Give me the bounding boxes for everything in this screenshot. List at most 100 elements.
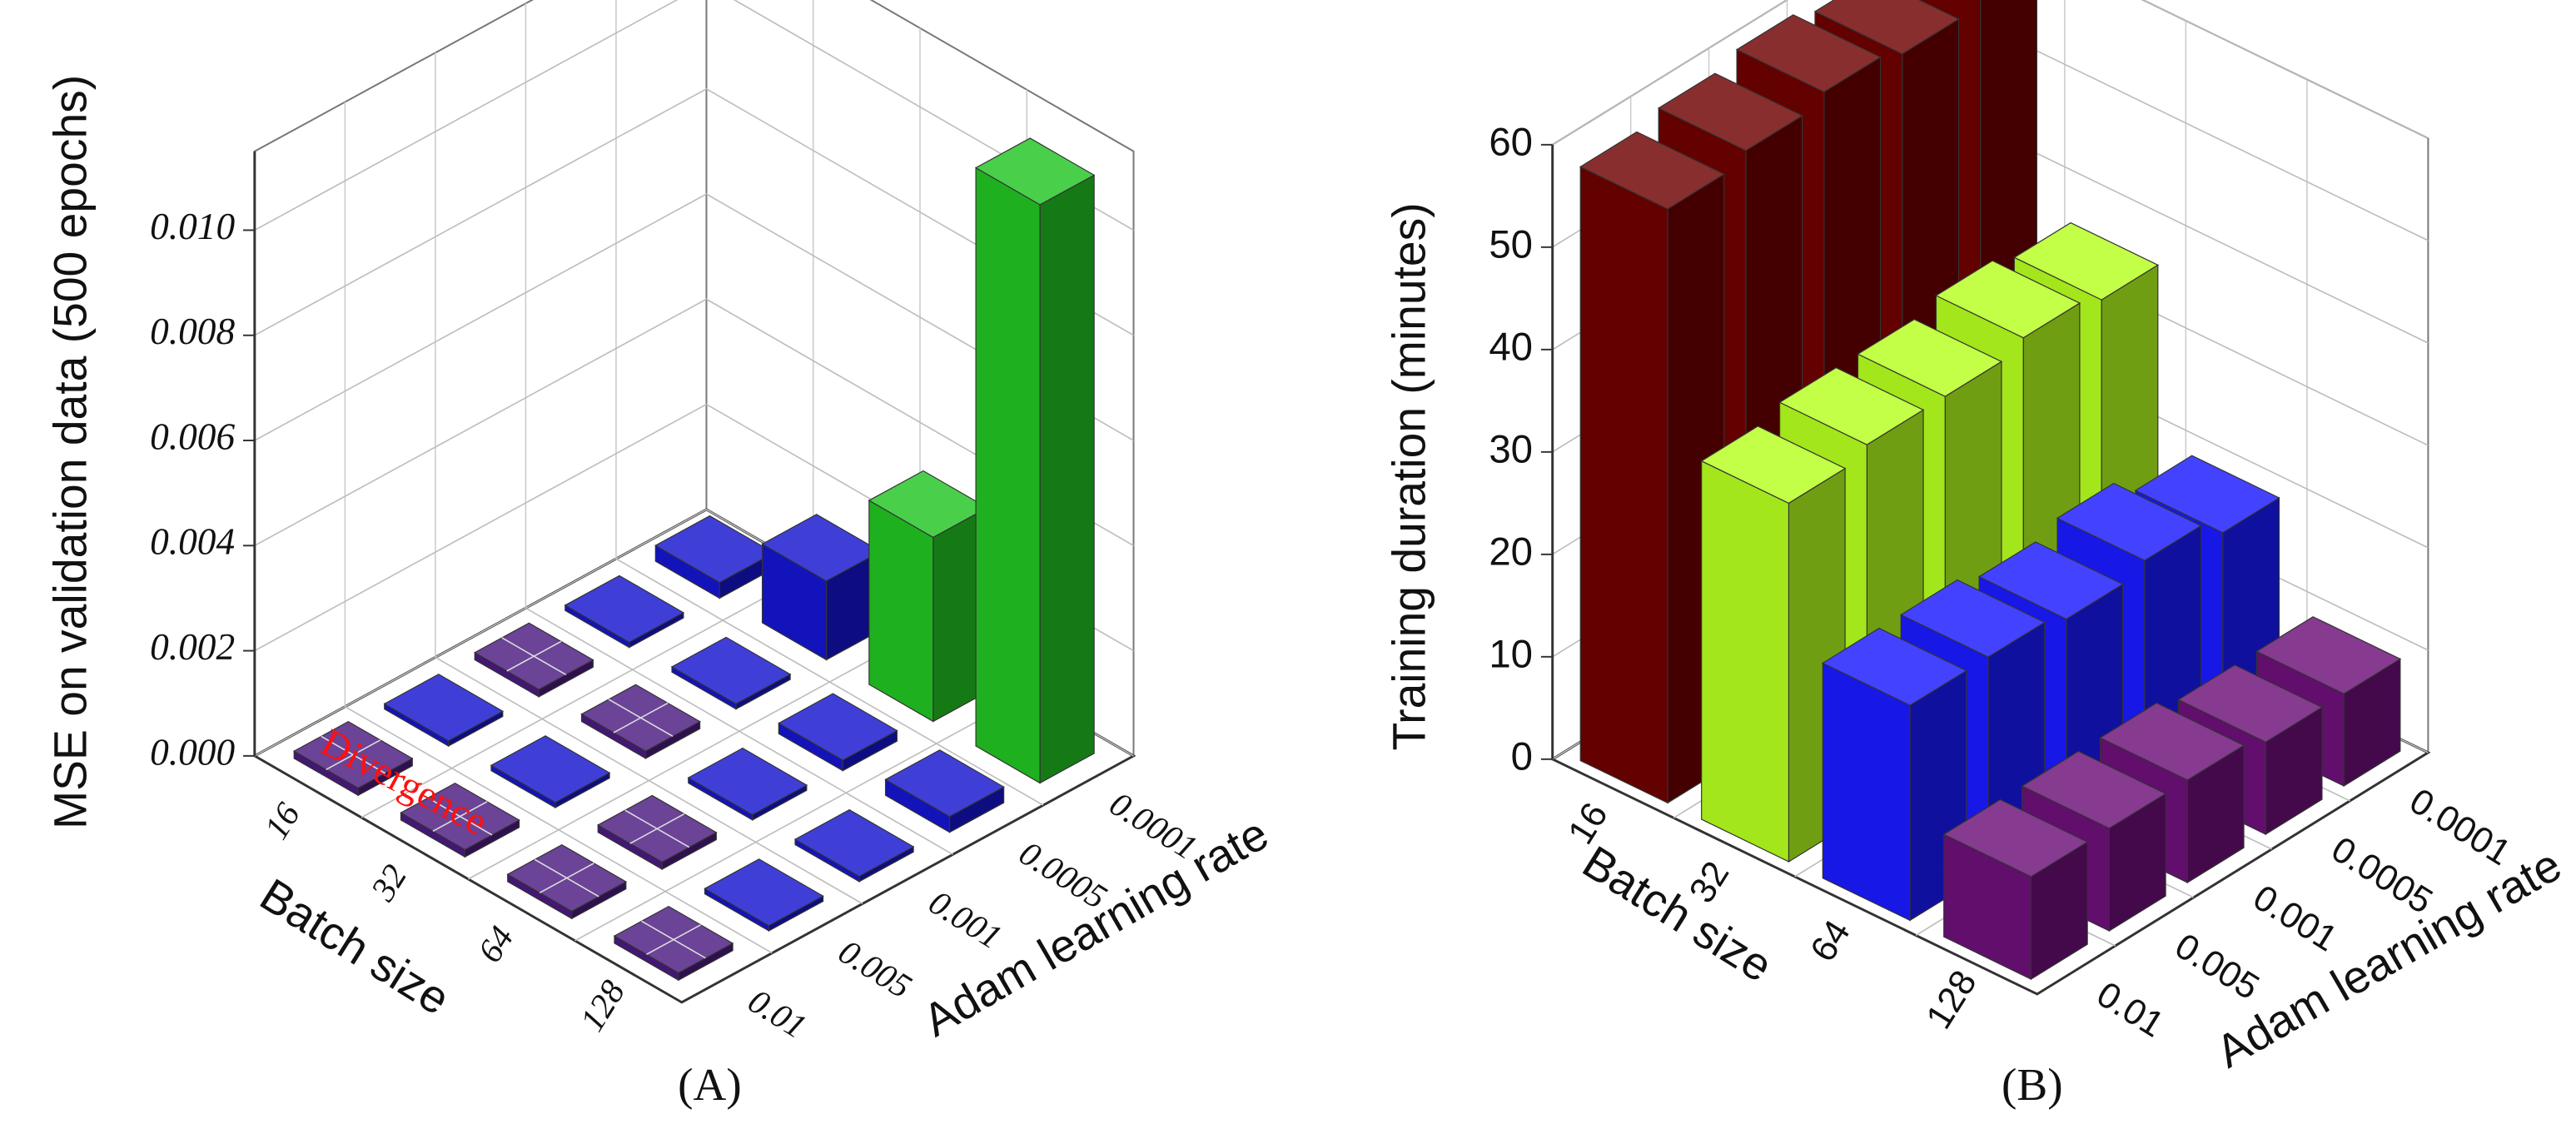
bar-top xyxy=(1813,0,1960,55)
z-tick-label: 0.010 xyxy=(150,206,235,247)
divergence-cross xyxy=(608,699,674,738)
grid-line xyxy=(254,0,1134,231)
bar-top xyxy=(2255,616,2402,694)
bar xyxy=(490,735,611,809)
z-tick-label: 0.006 xyxy=(150,415,235,457)
bar-top xyxy=(687,747,808,816)
grid-line xyxy=(1552,0,2429,146)
bar-top xyxy=(1778,366,1925,445)
bar-top xyxy=(1700,425,1847,505)
divergence-cross xyxy=(321,735,386,774)
y-tick-label: 0.005 xyxy=(832,932,918,1005)
bar-top xyxy=(974,137,1096,206)
bar-top xyxy=(1935,260,2081,339)
floor-grid xyxy=(525,607,953,855)
bar xyxy=(868,470,989,723)
z-tick-label: 0 xyxy=(1511,734,1533,778)
panel: 0.000 0.002 0.004 0.006 0.008 0.010 16 32 64 128 0… xyxy=(44,0,1277,1110)
bar xyxy=(793,808,915,883)
divergence-cross xyxy=(641,920,706,959)
bar-top xyxy=(2099,702,2245,781)
bar-top xyxy=(2056,482,2202,561)
x-tick-label: 128 xyxy=(572,973,632,1037)
divergence-tile xyxy=(474,622,594,698)
y-tick-label: 0.001 xyxy=(2246,878,2345,959)
bar xyxy=(383,674,505,748)
x-axis-label: Batch size xyxy=(251,868,459,1025)
divergence-tile xyxy=(400,782,520,858)
bar-top xyxy=(2013,221,2160,301)
y-tick-label: 0.01 xyxy=(2090,974,2171,1045)
floor-grid xyxy=(615,558,1044,806)
z-tick-label: 40 xyxy=(1489,325,1533,369)
bar xyxy=(778,693,898,772)
bar xyxy=(704,858,824,933)
y-tick-label: 0.005 xyxy=(2168,926,2266,1007)
z-axis-label: Training duration (minutes) xyxy=(1384,202,1435,750)
bar xyxy=(654,515,775,599)
bar-top xyxy=(1857,318,2003,397)
bar-top xyxy=(884,749,1005,818)
z-tick-label: 0.000 xyxy=(150,731,235,773)
bar xyxy=(670,636,792,710)
bar xyxy=(1942,798,2089,981)
bar-top xyxy=(1822,627,1967,706)
divergence-cross xyxy=(427,797,493,836)
bar-top xyxy=(1977,541,2124,620)
bar-face xyxy=(868,500,934,723)
bar-top xyxy=(793,808,915,878)
bar-top xyxy=(2177,664,2324,743)
z-tick-label: 20 xyxy=(1489,530,1533,574)
divergence-cross xyxy=(501,637,567,676)
divergence-tile xyxy=(506,843,628,920)
z-axis-label: MSE on validation data (500 epochs) xyxy=(44,75,96,829)
y-tick-label: 0.01 xyxy=(742,982,813,1046)
floor-grid xyxy=(361,570,814,818)
floor-grid xyxy=(467,632,921,880)
x-tick-label: 128 xyxy=(1919,963,1985,1036)
divergence-cross xyxy=(624,809,690,848)
bar xyxy=(974,137,1096,784)
z-tick-label: 0.004 xyxy=(150,521,235,563)
bar-top xyxy=(704,858,824,927)
z-tick-label: 50 xyxy=(1489,222,1533,266)
bar-top xyxy=(1657,72,1803,152)
x-tick-label: 32 xyxy=(363,858,414,908)
z-tick-label: 60 xyxy=(1489,120,1533,164)
floor-grid xyxy=(435,656,863,905)
divergence-tile xyxy=(613,905,734,982)
x-axis-label: Batch size xyxy=(1574,836,1782,992)
floor-grid xyxy=(344,705,773,954)
x-tick-label: 64 xyxy=(470,919,521,969)
bar-face xyxy=(1822,662,1911,922)
y-tick-label: 0.001 xyxy=(922,883,1008,956)
bar-top xyxy=(1579,131,1725,210)
divergence-tile xyxy=(580,684,701,759)
bar-top xyxy=(1735,14,1882,92)
caption: (A) xyxy=(678,1059,742,1110)
bar-top xyxy=(2134,455,2280,534)
z-tick-label: 0.008 xyxy=(150,311,235,352)
bar xyxy=(564,574,685,649)
bar-face xyxy=(975,167,1041,784)
bar-top xyxy=(490,735,611,803)
divergence-tile xyxy=(292,720,414,797)
bar-top xyxy=(1942,798,2089,878)
bar-top xyxy=(383,674,505,742)
caption: (B) xyxy=(2002,1059,2063,1110)
bar-face xyxy=(1701,460,1790,863)
bar-top xyxy=(1899,579,2046,658)
bar-top xyxy=(778,693,898,761)
bar-top xyxy=(564,574,685,644)
x-tick-label: 16 xyxy=(256,796,307,846)
floor-grid xyxy=(574,694,1027,942)
bar xyxy=(761,514,882,661)
divergence-cross xyxy=(534,858,599,898)
divergence-tile xyxy=(597,794,718,871)
z-tick-label: 10 xyxy=(1489,632,1533,676)
bar-face xyxy=(1579,166,1668,804)
y-tick-label: 0.0001 xyxy=(2403,781,2518,873)
z-tick-label: 0.002 xyxy=(150,626,235,668)
